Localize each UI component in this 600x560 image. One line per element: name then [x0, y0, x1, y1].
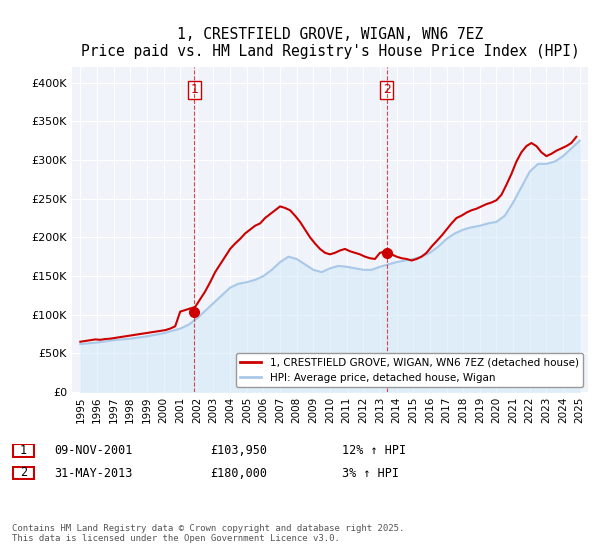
- Text: 3% ↑ HPI: 3% ↑ HPI: [342, 466, 399, 480]
- Text: £180,000: £180,000: [210, 466, 267, 480]
- Text: 2: 2: [383, 83, 391, 96]
- Title: 1, CRESTFIELD GROVE, WIGAN, WN6 7EZ
Price paid vs. HM Land Registry's House Pric: 1, CRESTFIELD GROVE, WIGAN, WN6 7EZ Pric…: [80, 27, 580, 59]
- FancyBboxPatch shape: [13, 466, 34, 479]
- Text: 09-NOV-2001: 09-NOV-2001: [54, 444, 133, 458]
- Text: 1: 1: [20, 444, 27, 457]
- Text: 1: 1: [190, 83, 198, 96]
- FancyBboxPatch shape: [13, 444, 34, 457]
- Text: 12% ↑ HPI: 12% ↑ HPI: [342, 444, 406, 458]
- Text: 2: 2: [20, 466, 27, 479]
- Text: Contains HM Land Registry data © Crown copyright and database right 2025.
This d: Contains HM Land Registry data © Crown c…: [12, 524, 404, 543]
- Text: £103,950: £103,950: [210, 444, 267, 458]
- Legend: 1, CRESTFIELD GROVE, WIGAN, WN6 7EZ (detached house), HPI: Average price, detach: 1, CRESTFIELD GROVE, WIGAN, WN6 7EZ (det…: [236, 353, 583, 387]
- Text: 31-MAY-2013: 31-MAY-2013: [54, 466, 133, 480]
